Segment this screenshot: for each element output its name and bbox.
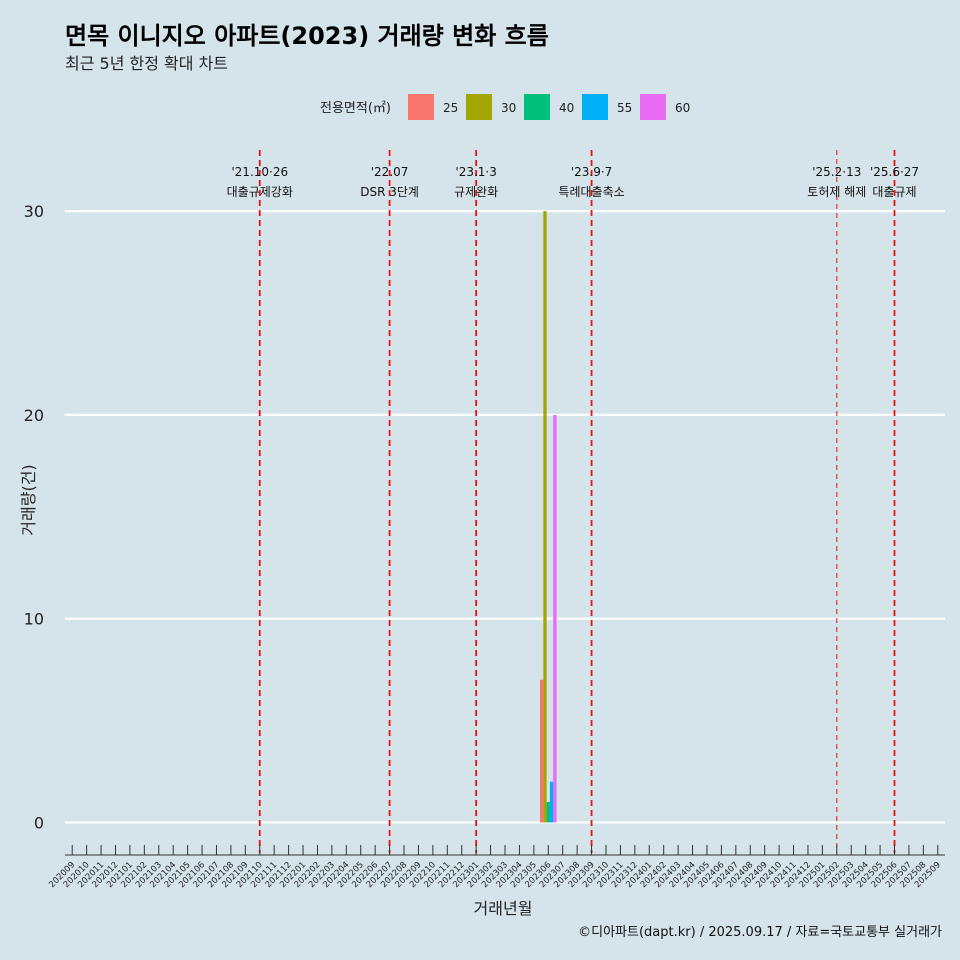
event-label: DSR 3단계 [360,185,419,199]
y-tick-label: 10 [24,610,44,629]
y-axis-title: 거래량(건) [19,464,38,535]
legend-swatch [408,94,434,120]
bar [553,414,557,823]
y-tick-label: 30 [24,202,44,221]
bar [540,679,544,823]
chart-title: 면목 이니지오 아파트(2023) 거래량 변화 흐름 [65,22,549,50]
event-date: '23.1·3 [455,165,496,179]
event-label: 규제완화 [454,185,498,199]
caption: ©디아파트(dapt.kr) / 2025.09.17 / 자료=국토교통부 실… [578,925,942,940]
event-date: '21.10·26 [231,165,288,179]
y-tick-label: 20 [24,406,44,425]
legend-title: 전용면적(㎡) [320,101,391,116]
event-date: '22.07 [371,165,409,179]
event-date: '25.2·13 [812,165,861,179]
legend-swatch [466,94,492,120]
y-tick-label: 0 [34,813,44,832]
legend-label: 30 [501,101,516,115]
event-lines: '21.10·26 대출규제강화 '22.07 DSR 3단계 '23.1·3 규제완화 '… [227,150,919,853]
bars [540,211,557,823]
legend-label: 60 [675,101,690,115]
bar [546,802,550,823]
axes: 2020092020102020112020122021012021022021… [47,845,945,890]
grid: 0 10 20 30 [24,202,945,832]
bar [549,781,554,823]
x-axis-title: 거래년월 [474,899,533,918]
legend-swatch [524,94,550,120]
legend: 전용면적(㎡) 25 30 40 55 60 [320,94,690,120]
event-label: 특례대출축소 [558,185,624,199]
chart-subtitle: 최근 5년 한정 확대 차트 [65,54,228,73]
bar [543,211,547,823]
legend-label: 25 [443,101,458,115]
legend-label: 55 [617,101,632,115]
event-date: '23.9·7 [571,165,612,179]
legend-label: 40 [559,101,574,115]
event-label: 대출규제강화 [227,185,293,199]
event-date: '25.6·27 [870,165,919,179]
event-label: 토허제 해제 [807,185,866,199]
legend-swatch [582,94,608,120]
event-label: 대출규제 [872,185,916,199]
legend-swatch [640,94,666,120]
